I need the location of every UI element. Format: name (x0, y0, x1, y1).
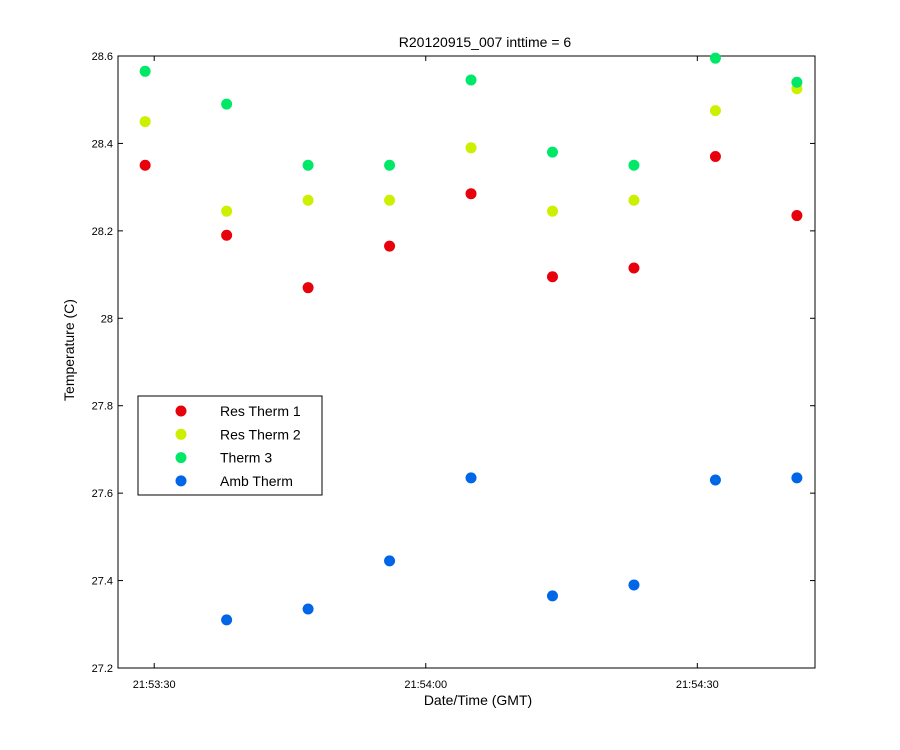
data-point (791, 472, 803, 484)
x-tick-label: 21:54:30 (676, 679, 719, 691)
data-point (546, 146, 558, 158)
data-point (465, 188, 477, 200)
legend-marker (175, 428, 187, 440)
legend-label: Res Therm 2 (220, 426, 301, 442)
legend: Res Therm 1 Res Therm 2 Therm 3 Amb Therm (137, 395, 323, 496)
legend-marker (175, 475, 187, 487)
legend-label: Res Therm 1 (220, 403, 301, 419)
data-point (221, 98, 233, 110)
data-point (546, 590, 558, 602)
chart-title: R20120915_007 inttime = 6 (399, 34, 572, 50)
y-tick-label: 28.6 (92, 51, 113, 63)
data-point (384, 159, 396, 171)
data-point (384, 194, 396, 206)
y-tick-label: 28.4 (92, 138, 113, 150)
y-tick-label: 27.4 (92, 576, 113, 588)
data-point (465, 142, 477, 154)
data-point (139, 65, 151, 77)
series-amb-therm (221, 472, 803, 626)
x-axis-title: Date/Time (GMT) (424, 692, 532, 708)
data-point (709, 52, 721, 64)
y-tick-label: 28.2 (92, 226, 113, 238)
y-tick-label: 27.6 (92, 488, 113, 500)
legend-marker (175, 405, 187, 417)
x-tick-label: 21:53:30 (133, 679, 176, 691)
legend-box (137, 395, 323, 496)
y-axis-title: Temperature (C) (61, 299, 77, 401)
data-point (465, 74, 477, 86)
data-point (384, 555, 396, 567)
legend-marker (175, 452, 187, 464)
x-tick-label: 21:54:00 (404, 679, 447, 691)
data-points (139, 52, 803, 626)
y-tick-label: 27.8 (92, 401, 113, 413)
data-point (302, 282, 314, 294)
data-point (628, 194, 640, 206)
y-tick-label: 28 (101, 313, 113, 325)
data-point (139, 116, 151, 128)
data-point (628, 262, 640, 274)
data-point (709, 105, 721, 117)
data-point (221, 205, 233, 217)
data-point (628, 159, 640, 171)
data-point (384, 240, 396, 252)
data-point (139, 159, 151, 171)
data-point (628, 579, 640, 591)
data-point (709, 474, 721, 486)
data-point (546, 271, 558, 283)
data-point (546, 205, 558, 217)
data-point (221, 229, 233, 241)
series-therm-3 (139, 52, 803, 171)
data-point (302, 159, 314, 171)
legend-label: Amb Therm (220, 473, 293, 489)
series-res-therm-1 (139, 151, 803, 294)
y-tick-label: 27.2 (92, 663, 113, 675)
plot-area-frame (117, 55, 816, 669)
y-axis: 27.2 27.4 27.6 27.8 28 28.2 28.4 28.6 (92, 51, 815, 675)
data-point (221, 614, 233, 626)
legend-label: Therm 3 (220, 450, 272, 466)
data-point (791, 76, 803, 88)
data-point (791, 210, 803, 222)
data-point (302, 603, 314, 615)
data-point (709, 151, 721, 163)
data-point (465, 472, 477, 484)
data-point (302, 194, 314, 206)
x-axis: 21:53:30 21:54:00 21:54:30 (133, 56, 719, 691)
series-res-therm-2 (139, 83, 803, 217)
